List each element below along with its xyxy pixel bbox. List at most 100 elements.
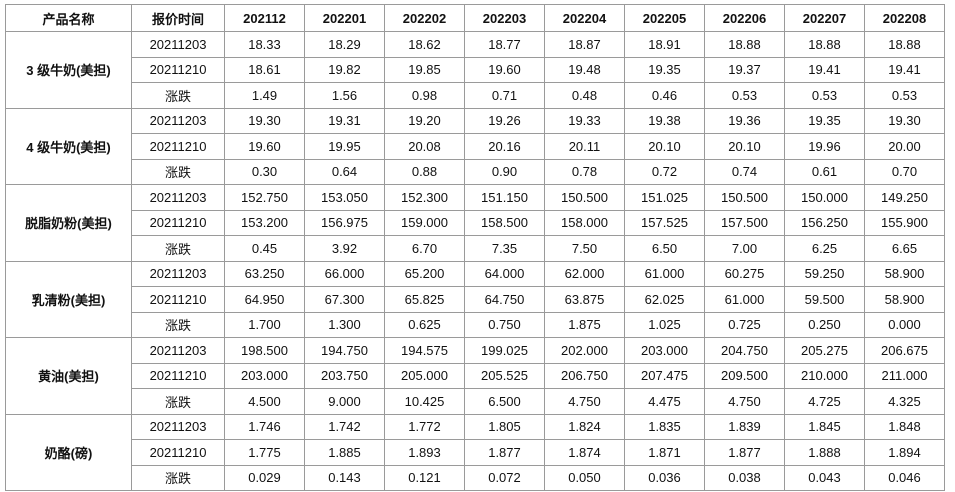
price-cell: 0.53 bbox=[784, 82, 865, 109]
price-cell: 156.250 bbox=[784, 209, 865, 236]
price-cell: 67.300 bbox=[304, 286, 385, 313]
quote-date: 20211210 bbox=[131, 56, 225, 83]
price-cell: 211.000 bbox=[864, 362, 945, 389]
quote-date: 20211210 bbox=[131, 133, 225, 160]
header-row: 产品名称 报价时间 202112 202201 202202 202203 202204 20… bbox=[5, 4, 945, 32]
price-cell: 19.41 bbox=[864, 56, 945, 83]
price-cell: 63.875 bbox=[544, 286, 625, 313]
price-cell: 1.824 bbox=[544, 413, 625, 440]
quote-date: 涨跌 bbox=[131, 82, 225, 109]
price-cell: 9.000 bbox=[304, 388, 385, 415]
price-cell: 0.050 bbox=[544, 464, 625, 491]
price-cell: 1.885 bbox=[304, 439, 385, 466]
price-cell: 0.000 bbox=[864, 311, 945, 338]
price-cell: 0.78 bbox=[544, 158, 625, 185]
price-cell: 0.48 bbox=[544, 82, 625, 109]
price-cell: 0.038 bbox=[704, 464, 785, 491]
price-cell: 1.839 bbox=[704, 413, 785, 440]
price-cell: 203.000 bbox=[224, 362, 305, 389]
price-cell: 3.92 bbox=[304, 235, 385, 262]
header-cell: 202206 bbox=[704, 4, 785, 32]
quote-date: 20211203 bbox=[131, 107, 225, 134]
table-row: 涨跌 0.029 0.143 0.121 0.072 0.050 0.036 0.038 0.0… bbox=[6, 464, 945, 491]
quote-date: 涨跌 bbox=[131, 388, 225, 415]
price-cell: 62.000 bbox=[544, 260, 625, 287]
price-cell: 1.772 bbox=[384, 413, 465, 440]
price-cell: 1.742 bbox=[304, 413, 385, 440]
price-cell: 205.275 bbox=[784, 337, 865, 364]
price-cell: 18.88 bbox=[784, 31, 865, 58]
table-row: 20211210 18.61 19.82 19.85 19.60 19.48 19.35 19… bbox=[6, 56, 945, 83]
price-cell: 1.877 bbox=[464, 439, 545, 466]
price-cell: 205.000 bbox=[384, 362, 465, 389]
price-cell: 0.121 bbox=[384, 464, 465, 491]
price-cell: 6.25 bbox=[784, 235, 865, 262]
price-cell: 20.10 bbox=[704, 133, 785, 160]
price-cell: 1.845 bbox=[784, 413, 865, 440]
price-cell: 61.000 bbox=[624, 260, 705, 287]
table-row: 黄油(美担) 20211203 198.500 194.750 194.575 199.0… bbox=[5, 337, 945, 415]
price-cell: 64.950 bbox=[224, 286, 305, 313]
price-cell: 19.30 bbox=[864, 107, 945, 134]
price-cell: 204.750 bbox=[704, 337, 785, 364]
price-cell: 149.250 bbox=[864, 184, 945, 211]
price-cell: 1.874 bbox=[544, 439, 625, 466]
price-cell: 157.525 bbox=[624, 209, 705, 236]
price-cell: 205.525 bbox=[464, 362, 545, 389]
header-cell: 202207 bbox=[784, 4, 865, 32]
price-cell: 203.750 bbox=[304, 362, 385, 389]
price-cell: 19.82 bbox=[304, 56, 385, 83]
quote-date: 涨跌 bbox=[131, 235, 225, 262]
price-cell: 207.475 bbox=[624, 362, 705, 389]
price-cell: 20.16 bbox=[464, 133, 545, 160]
quote-date: 20211203 bbox=[131, 337, 225, 364]
product-name: 奶酪(磅) bbox=[5, 413, 132, 491]
price-cell: 0.143 bbox=[304, 464, 385, 491]
price-cell: 0.45 bbox=[224, 235, 305, 262]
price-cell: 210.000 bbox=[784, 362, 865, 389]
price-cell: 1.893 bbox=[384, 439, 465, 466]
price-cell: 1.805 bbox=[464, 413, 545, 440]
header-cell: 报价时间 bbox=[131, 4, 225, 32]
quote-date: 涨跌 bbox=[131, 311, 225, 338]
table-row: 脱脂奶粉(美担) 20211203 152.750 153.050 152.300 151… bbox=[5, 184, 945, 262]
table-row: 3 级牛奶(美担) 20211203 18.33 18.29 18.62 18.77 18.… bbox=[5, 31, 945, 109]
price-cell: 1.835 bbox=[624, 413, 705, 440]
price-cell: 198.500 bbox=[224, 337, 305, 364]
price-cell: 19.96 bbox=[784, 133, 865, 160]
price-cell: 209.500 bbox=[704, 362, 785, 389]
price-cell: 19.33 bbox=[544, 107, 625, 134]
table-row: 20211210 64.950 67.300 65.825 64.750 63.875 62… bbox=[6, 286, 945, 313]
price-cell: 58.900 bbox=[864, 286, 945, 313]
price-cell: 194.575 bbox=[384, 337, 465, 364]
table-row: 20211210 153.200 156.975 159.000 158.500 158.… bbox=[6, 209, 945, 236]
price-cell: 19.35 bbox=[624, 56, 705, 83]
price-cell: 0.64 bbox=[304, 158, 385, 185]
table-row: 20211210 19.60 19.95 20.08 20.16 20.11 20.10 20… bbox=[6, 133, 945, 160]
price-cell: 64.750 bbox=[464, 286, 545, 313]
price-cell: 19.35 bbox=[784, 107, 865, 134]
price-cell: 0.029 bbox=[224, 464, 305, 491]
price-cell: 202.000 bbox=[544, 337, 625, 364]
product-name: 脱脂奶粉(美担) bbox=[5, 184, 132, 262]
price-cell: 18.91 bbox=[624, 31, 705, 58]
quote-date: 20211203 bbox=[131, 260, 225, 287]
price-cell: 7.35 bbox=[464, 235, 545, 262]
price-cell: 0.625 bbox=[384, 311, 465, 338]
product-name: 4 级牛奶(美担) bbox=[5, 107, 132, 185]
price-cell: 19.85 bbox=[384, 56, 465, 83]
table-row: 涨跌 1.49 1.56 0.98 0.71 0.48 0.46 0.53 0.53 0.53 bbox=[6, 82, 945, 109]
quote-date: 20211210 bbox=[131, 286, 225, 313]
price-cell: 6.70 bbox=[384, 235, 465, 262]
price-cell: 1.300 bbox=[304, 311, 385, 338]
price-cell: 19.20 bbox=[384, 107, 465, 134]
quote-date: 20211210 bbox=[131, 362, 225, 389]
price-cell: 19.26 bbox=[464, 107, 545, 134]
price-cell: 19.60 bbox=[464, 56, 545, 83]
price-cell: 0.70 bbox=[864, 158, 945, 185]
price-cell: 19.41 bbox=[784, 56, 865, 83]
price-cell: 19.48 bbox=[544, 56, 625, 83]
price-cell: 0.74 bbox=[704, 158, 785, 185]
price-cell: 159.000 bbox=[384, 209, 465, 236]
quote-date: 20211210 bbox=[131, 209, 225, 236]
